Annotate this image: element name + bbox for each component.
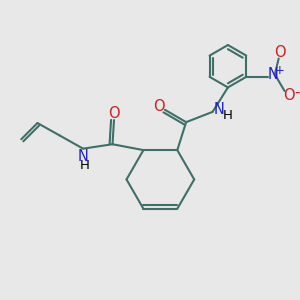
Text: O: O: [108, 106, 120, 121]
Text: H: H: [80, 159, 89, 172]
Text: O: O: [283, 88, 295, 103]
Text: N: N: [267, 67, 278, 82]
Text: -: -: [294, 85, 300, 100]
Text: O: O: [274, 45, 286, 60]
Text: N: N: [78, 149, 88, 164]
Text: O: O: [153, 99, 164, 114]
Text: N: N: [214, 102, 224, 117]
Text: +: +: [274, 64, 284, 77]
Text: H: H: [223, 109, 233, 122]
